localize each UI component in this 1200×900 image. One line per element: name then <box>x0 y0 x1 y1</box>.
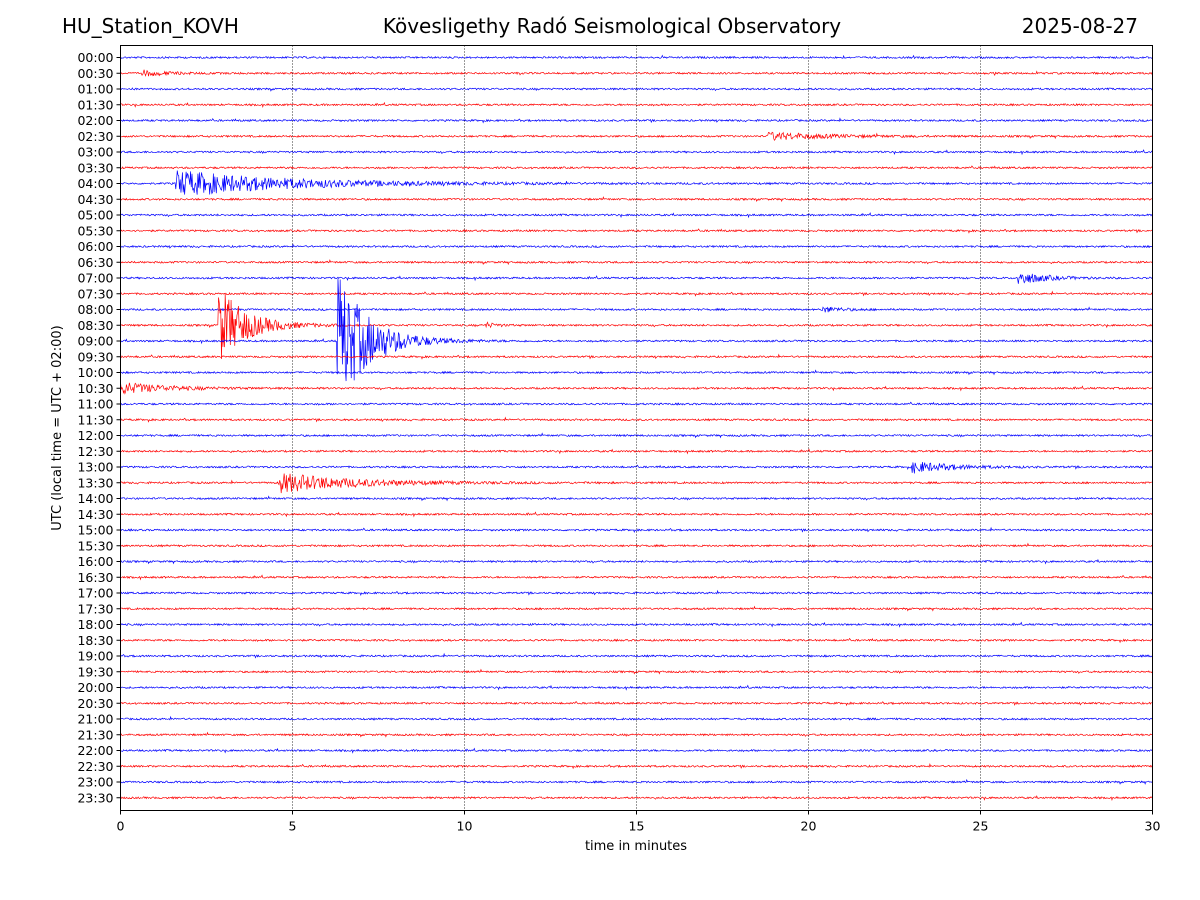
y-tick-label: 12:30 <box>77 444 113 459</box>
trace-0200 <box>120 117 1153 124</box>
trace-1200 <box>120 432 1153 439</box>
x-tick-label: 10 <box>457 819 473 834</box>
y-tick-label: 21:00 <box>77 712 113 727</box>
y-tick-label: 16:00 <box>77 554 113 569</box>
y-tick-label: 18:00 <box>77 617 113 632</box>
y-axis-label: UTC (local time = UTC + 02:00) <box>50 325 65 530</box>
x-tick-label: 15 <box>629 819 645 834</box>
y-tick-label: 07:30 <box>77 286 113 301</box>
y-tick-label: 08:30 <box>77 318 113 333</box>
y-tick-label: 10:00 <box>77 365 113 380</box>
trace-1300 <box>120 462 1153 474</box>
y-tick-label: 19:00 <box>77 649 113 664</box>
trace-1100 <box>120 401 1153 406</box>
y-tick-label: 06:00 <box>77 239 113 254</box>
trace-0900 <box>120 278 1153 382</box>
y-tick-label: 14:00 <box>77 491 113 506</box>
x-tick-label: 20 <box>801 819 817 834</box>
trace-1500 <box>120 526 1153 534</box>
trace-1900 <box>120 652 1153 659</box>
y-tick-label: 00:30 <box>77 66 113 81</box>
y-tick-label: 11:00 <box>77 397 113 412</box>
trace-0400 <box>120 170 1153 195</box>
trace-1930 <box>120 668 1153 675</box>
y-tick-label: 14:30 <box>77 507 113 522</box>
trace-1700 <box>120 589 1153 597</box>
trace-2100 <box>120 715 1153 721</box>
x-axis-label: time in minutes <box>585 839 687 854</box>
y-tick-label: 16:30 <box>77 570 113 585</box>
y-tick-label: 23:00 <box>77 775 113 790</box>
y-tick-label: 00:00 <box>77 50 113 65</box>
trace-1730 <box>120 605 1153 612</box>
y-tick-label: 04:30 <box>77 192 113 207</box>
trace-1400 <box>120 495 1153 502</box>
y-tick-label: 19:30 <box>77 664 113 679</box>
station-name: HU_Station_KOVH <box>62 14 239 38</box>
y-tick-label: 12:00 <box>77 428 113 443</box>
y-tick-label: 20:00 <box>77 680 113 695</box>
y-tick-label: 11:30 <box>77 412 113 427</box>
trace-0700 <box>120 273 1153 284</box>
trace-0930 <box>120 353 1153 360</box>
y-tick-label: 09:00 <box>77 334 113 349</box>
x-tick-label: 5 <box>289 819 297 834</box>
y-tick-label: 17:00 <box>77 586 113 601</box>
y-tick-label: 15:30 <box>77 538 113 553</box>
y-axis: 00:0000:3001:0001:3002:0002:3003:0003:30… <box>77 50 121 805</box>
trace-1530 <box>120 542 1153 548</box>
trace-1800 <box>120 621 1153 628</box>
y-tick-label: 07:00 <box>77 271 113 286</box>
y-tick-label: 13:30 <box>77 475 113 490</box>
y-tick-label: 05:30 <box>77 223 113 238</box>
y-tick-label: 17:30 <box>77 601 113 616</box>
trace-0330 <box>120 165 1153 170</box>
y-tick-label: 03:00 <box>77 145 113 160</box>
y-tick-label: 23:30 <box>77 790 113 805</box>
trace-2300 <box>120 778 1153 785</box>
y-tick-label: 22:30 <box>77 759 113 774</box>
y-tick-label: 10:30 <box>77 381 113 396</box>
y-tick-label: 04:00 <box>77 176 113 191</box>
trace-1330 <box>120 473 1153 494</box>
y-tick-label: 22:00 <box>77 743 113 758</box>
y-tick-label: 01:30 <box>77 97 113 112</box>
y-tick-label: 03:30 <box>77 160 113 175</box>
trace-0600 <box>120 243 1153 249</box>
trace-2130 <box>120 731 1153 738</box>
y-tick-label: 05:00 <box>77 208 113 223</box>
chart-date: 2025-08-27 <box>1021 14 1138 38</box>
y-tick-label: 20:30 <box>77 696 113 711</box>
x-tick-label: 25 <box>973 819 989 834</box>
chart-title: Kövesligethy Radó Seismological Observat… <box>382 14 842 38</box>
y-tick-label: 02:30 <box>77 129 113 144</box>
x-axis: 0 5 10 15 20 25 30 <box>117 810 1161 834</box>
trace-0130 <box>120 101 1153 108</box>
y-tick-label: 01:00 <box>77 82 113 97</box>
y-tick-label: 09:30 <box>77 349 113 364</box>
x-tick-label: 0 <box>117 819 125 834</box>
x-tick-label: 30 <box>1145 819 1161 834</box>
y-tick-label: 02:00 <box>77 113 113 128</box>
grid-layer <box>292 45 981 811</box>
y-tick-label: 08:00 <box>77 302 113 317</box>
trace-1130 <box>120 416 1153 423</box>
y-tick-label: 18:30 <box>77 633 113 648</box>
trace-0100 <box>120 87 1153 92</box>
y-tick-label: 13:00 <box>77 460 113 475</box>
y-tick-label: 21:30 <box>77 727 113 742</box>
y-tick-label: 15:00 <box>77 523 113 538</box>
y-tick-label: 06:30 <box>77 255 113 270</box>
trace-1000 <box>120 369 1153 376</box>
